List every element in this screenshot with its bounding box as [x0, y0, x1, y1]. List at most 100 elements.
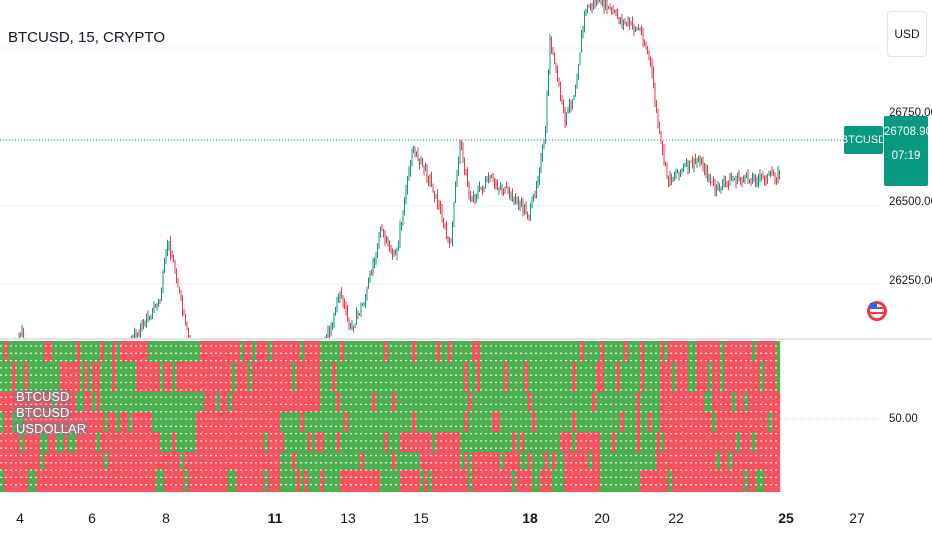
- heatmap-cell: [492, 452, 497, 470]
- heatmap-cell: [228, 392, 233, 412]
- heatmap-cell: [716, 392, 721, 412]
- heatmap-cell: [236, 412, 241, 432]
- heatmap-cell: [440, 432, 445, 452]
- heatmap-cell: [164, 392, 169, 412]
- heatmap-cell: [296, 341, 301, 362]
- heatmap-cell: [472, 470, 477, 492]
- heatmap-cell: [612, 432, 617, 452]
- heatmap-cell: [132, 392, 137, 412]
- heatmap-cell: [724, 470, 729, 492]
- heatmap-cell: [664, 452, 669, 470]
- heatmap-cell: [212, 362, 217, 392]
- heatmap-cell: [208, 432, 213, 452]
- heatmap-cell: [364, 452, 369, 470]
- heatmap-cell: [680, 412, 685, 432]
- heatmap-cell: [368, 362, 373, 392]
- heatmap-cell: [420, 392, 425, 412]
- heatmap-cell: [596, 341, 601, 362]
- heatmap-cell: [460, 452, 465, 470]
- heatmap-cell: [716, 412, 721, 432]
- heatmap-cell: [448, 470, 453, 492]
- heatmap-cell: [424, 341, 429, 362]
- heatmap-cell: [0, 341, 5, 362]
- heatmap-cell: [296, 392, 301, 412]
- heatmap-cell: [720, 362, 725, 392]
- heatmap-cell: [212, 452, 217, 470]
- heatmap-cell: [260, 412, 265, 432]
- heatmap-cell: [372, 362, 377, 392]
- heatmap-cell: [472, 392, 477, 412]
- heatmap-cell: [100, 392, 105, 412]
- heatmap-cell: [692, 392, 697, 412]
- heatmap-cell: [664, 412, 669, 432]
- heatmap-cell: [476, 432, 481, 452]
- heatmap-cell: [408, 452, 413, 470]
- heatmap-cell: [196, 392, 201, 412]
- heatmap-cell: [608, 452, 613, 470]
- heatmap-cell: [216, 362, 221, 392]
- heatmap-cell: [600, 362, 605, 392]
- heatmap-cell: [540, 412, 545, 432]
- heatmap-cell: [756, 412, 761, 432]
- heatmap-cell: [192, 392, 197, 412]
- heatmap-cell: [404, 341, 409, 362]
- heatmap-cell: [172, 392, 177, 412]
- heatmap-cell: [492, 341, 497, 362]
- heatmap-cell: [676, 452, 681, 470]
- heatmap-cell: [340, 412, 345, 432]
- heatmap-cell: [676, 470, 681, 492]
- heatmap-cell: [20, 362, 25, 392]
- heatmap-cell: [584, 452, 589, 470]
- heatmap-cell: [200, 470, 205, 492]
- heatmap-cell: [256, 452, 261, 470]
- heatmap-cell: [392, 470, 397, 492]
- heatmap-cell: [388, 470, 393, 492]
- heatmap-cell: [124, 362, 129, 392]
- heatmap-cell: [284, 432, 289, 452]
- heatmap-cell: [240, 341, 245, 362]
- heatmap-cell: [412, 412, 417, 432]
- heatmap-cell: [476, 452, 481, 470]
- heatmap-cell: [384, 362, 389, 392]
- heatmap-cell: [656, 362, 661, 392]
- heatmap-cell: [336, 392, 341, 412]
- heatmap-cell: [404, 362, 409, 392]
- heatmap-cell: [600, 341, 605, 362]
- heatmap-cell: [292, 470, 297, 492]
- heatmap-cell: [752, 470, 757, 492]
- heatmap-cell: [564, 341, 569, 362]
- heatmap-cell: [276, 432, 281, 452]
- heatmap-cell: [408, 412, 413, 432]
- heatmap-cell: [420, 470, 425, 492]
- heatmap-cell: [136, 432, 141, 452]
- heatmap-cell: [212, 432, 217, 452]
- symbol-title[interactable]: BTCUSD, 15, CRYPTO: [8, 29, 165, 46]
- us-flag-icon[interactable]: [866, 290, 888, 334]
- heatmap-cell: [428, 341, 433, 362]
- heatmap-cell: [708, 452, 713, 470]
- heatmap-cell: [116, 341, 121, 362]
- heatmap-cell: [496, 452, 501, 470]
- heatmap-cell: [220, 452, 225, 470]
- heatmap-cell: [520, 452, 525, 470]
- heatmap-cell: [32, 362, 37, 392]
- heatmap-cell: [328, 432, 333, 452]
- heatmap-cell: [412, 362, 417, 392]
- heatmap-cell: [536, 362, 541, 392]
- heatmap-cell: [648, 452, 653, 470]
- heatmap-cell: [284, 392, 289, 412]
- heatmap-cell: [232, 341, 237, 362]
- heatmap-cell: [156, 412, 161, 432]
- heatmap-cell: [340, 432, 345, 452]
- heatmap-cell: [692, 362, 697, 392]
- heatmap-cell: [428, 432, 433, 452]
- heatmap-cell: [604, 362, 609, 392]
- heatmap-cell: [684, 362, 689, 392]
- heatmap-cell: [328, 470, 333, 492]
- heatmap-cell: [500, 432, 505, 452]
- heatmap-cell: [488, 412, 493, 432]
- currency-button[interactable]: USD: [887, 11, 927, 57]
- heatmap-cell: [336, 470, 341, 492]
